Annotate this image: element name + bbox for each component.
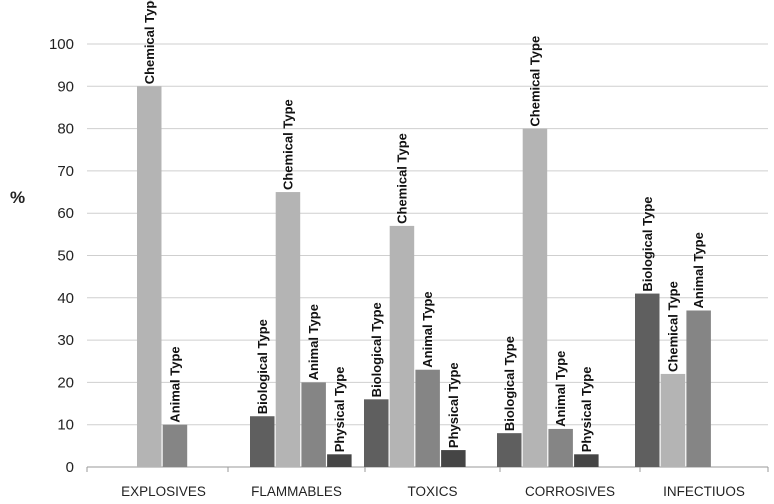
y-tick-label: 70 xyxy=(57,163,74,180)
bar-corrosives-animal-type xyxy=(548,428,573,467)
bar-label: Animal Type xyxy=(691,232,706,308)
bar-infectiuos-chemical-type xyxy=(660,373,686,467)
x-category-label: TOXICS xyxy=(407,484,457,499)
x-category-label: EXPLOSIVES xyxy=(121,484,206,499)
bar-infectiuos-biological-type xyxy=(635,293,660,467)
y-tick-label: 50 xyxy=(57,248,74,265)
bar-label: Chemical Type xyxy=(280,99,295,190)
y-tick-label: 60 xyxy=(57,205,74,222)
bar-label: Chemical Type xyxy=(665,281,680,372)
y-tick-label: 20 xyxy=(57,374,74,391)
bar-label: Chemical Type xyxy=(527,36,542,127)
bar-flammables-physical-type xyxy=(327,454,352,467)
bar-toxics-biological-type xyxy=(364,399,389,467)
x-category-label: FLAMMABLES xyxy=(251,484,342,499)
y-tick-label: 0 xyxy=(66,459,74,476)
bar-label: Biological Type xyxy=(369,302,384,397)
bar-label: Biological Type xyxy=(502,336,517,431)
bar-flammables-chemical-type xyxy=(275,192,301,468)
bar-flammables-biological-type xyxy=(250,416,275,467)
bar-infectiuos-animal-type xyxy=(686,310,711,467)
bar-toxics-physical-type xyxy=(441,450,466,467)
bar-label: Chemical Type xyxy=(394,133,409,224)
bar-label: Animal Type xyxy=(420,291,435,367)
y-tick-label: 40 xyxy=(57,290,74,307)
y-tick-label: 80 xyxy=(57,121,74,138)
bar-label: Physical Type xyxy=(332,367,347,453)
y-tick-label: 10 xyxy=(57,417,74,434)
y-tick-label: 90 xyxy=(57,78,74,95)
bar-label: Animal Type xyxy=(306,304,321,380)
bar-toxics-chemical-type xyxy=(389,225,415,467)
bar-explosives-chemical-type xyxy=(137,86,162,468)
bar-explosives-animal-type xyxy=(162,424,188,467)
bar-label: Biological Type xyxy=(640,196,655,291)
x-category-label: CORROSIVES xyxy=(525,484,615,499)
bar-corrosives-physical-type xyxy=(574,454,599,467)
bar-toxics-animal-type xyxy=(415,369,440,467)
bar-label: Animal Type xyxy=(553,351,568,427)
bar-flammables-animal-type xyxy=(301,382,326,467)
bar-corrosives-chemical-type xyxy=(522,128,548,467)
bar-corrosives-biological-type xyxy=(497,433,522,467)
bar-label: Biological Type xyxy=(255,319,270,414)
bar-label: Physical Type xyxy=(446,362,461,448)
bar-label: Chemical Type xyxy=(142,0,157,84)
bar-label: Animal Type xyxy=(167,346,182,422)
y-axis-label: % xyxy=(10,188,25,207)
x-category-label: INFECTIUOS xyxy=(663,484,745,499)
bar-label: Physical Type xyxy=(579,367,594,453)
y-tick-label: 100 xyxy=(49,36,74,53)
y-tick-label: 30 xyxy=(57,332,74,349)
